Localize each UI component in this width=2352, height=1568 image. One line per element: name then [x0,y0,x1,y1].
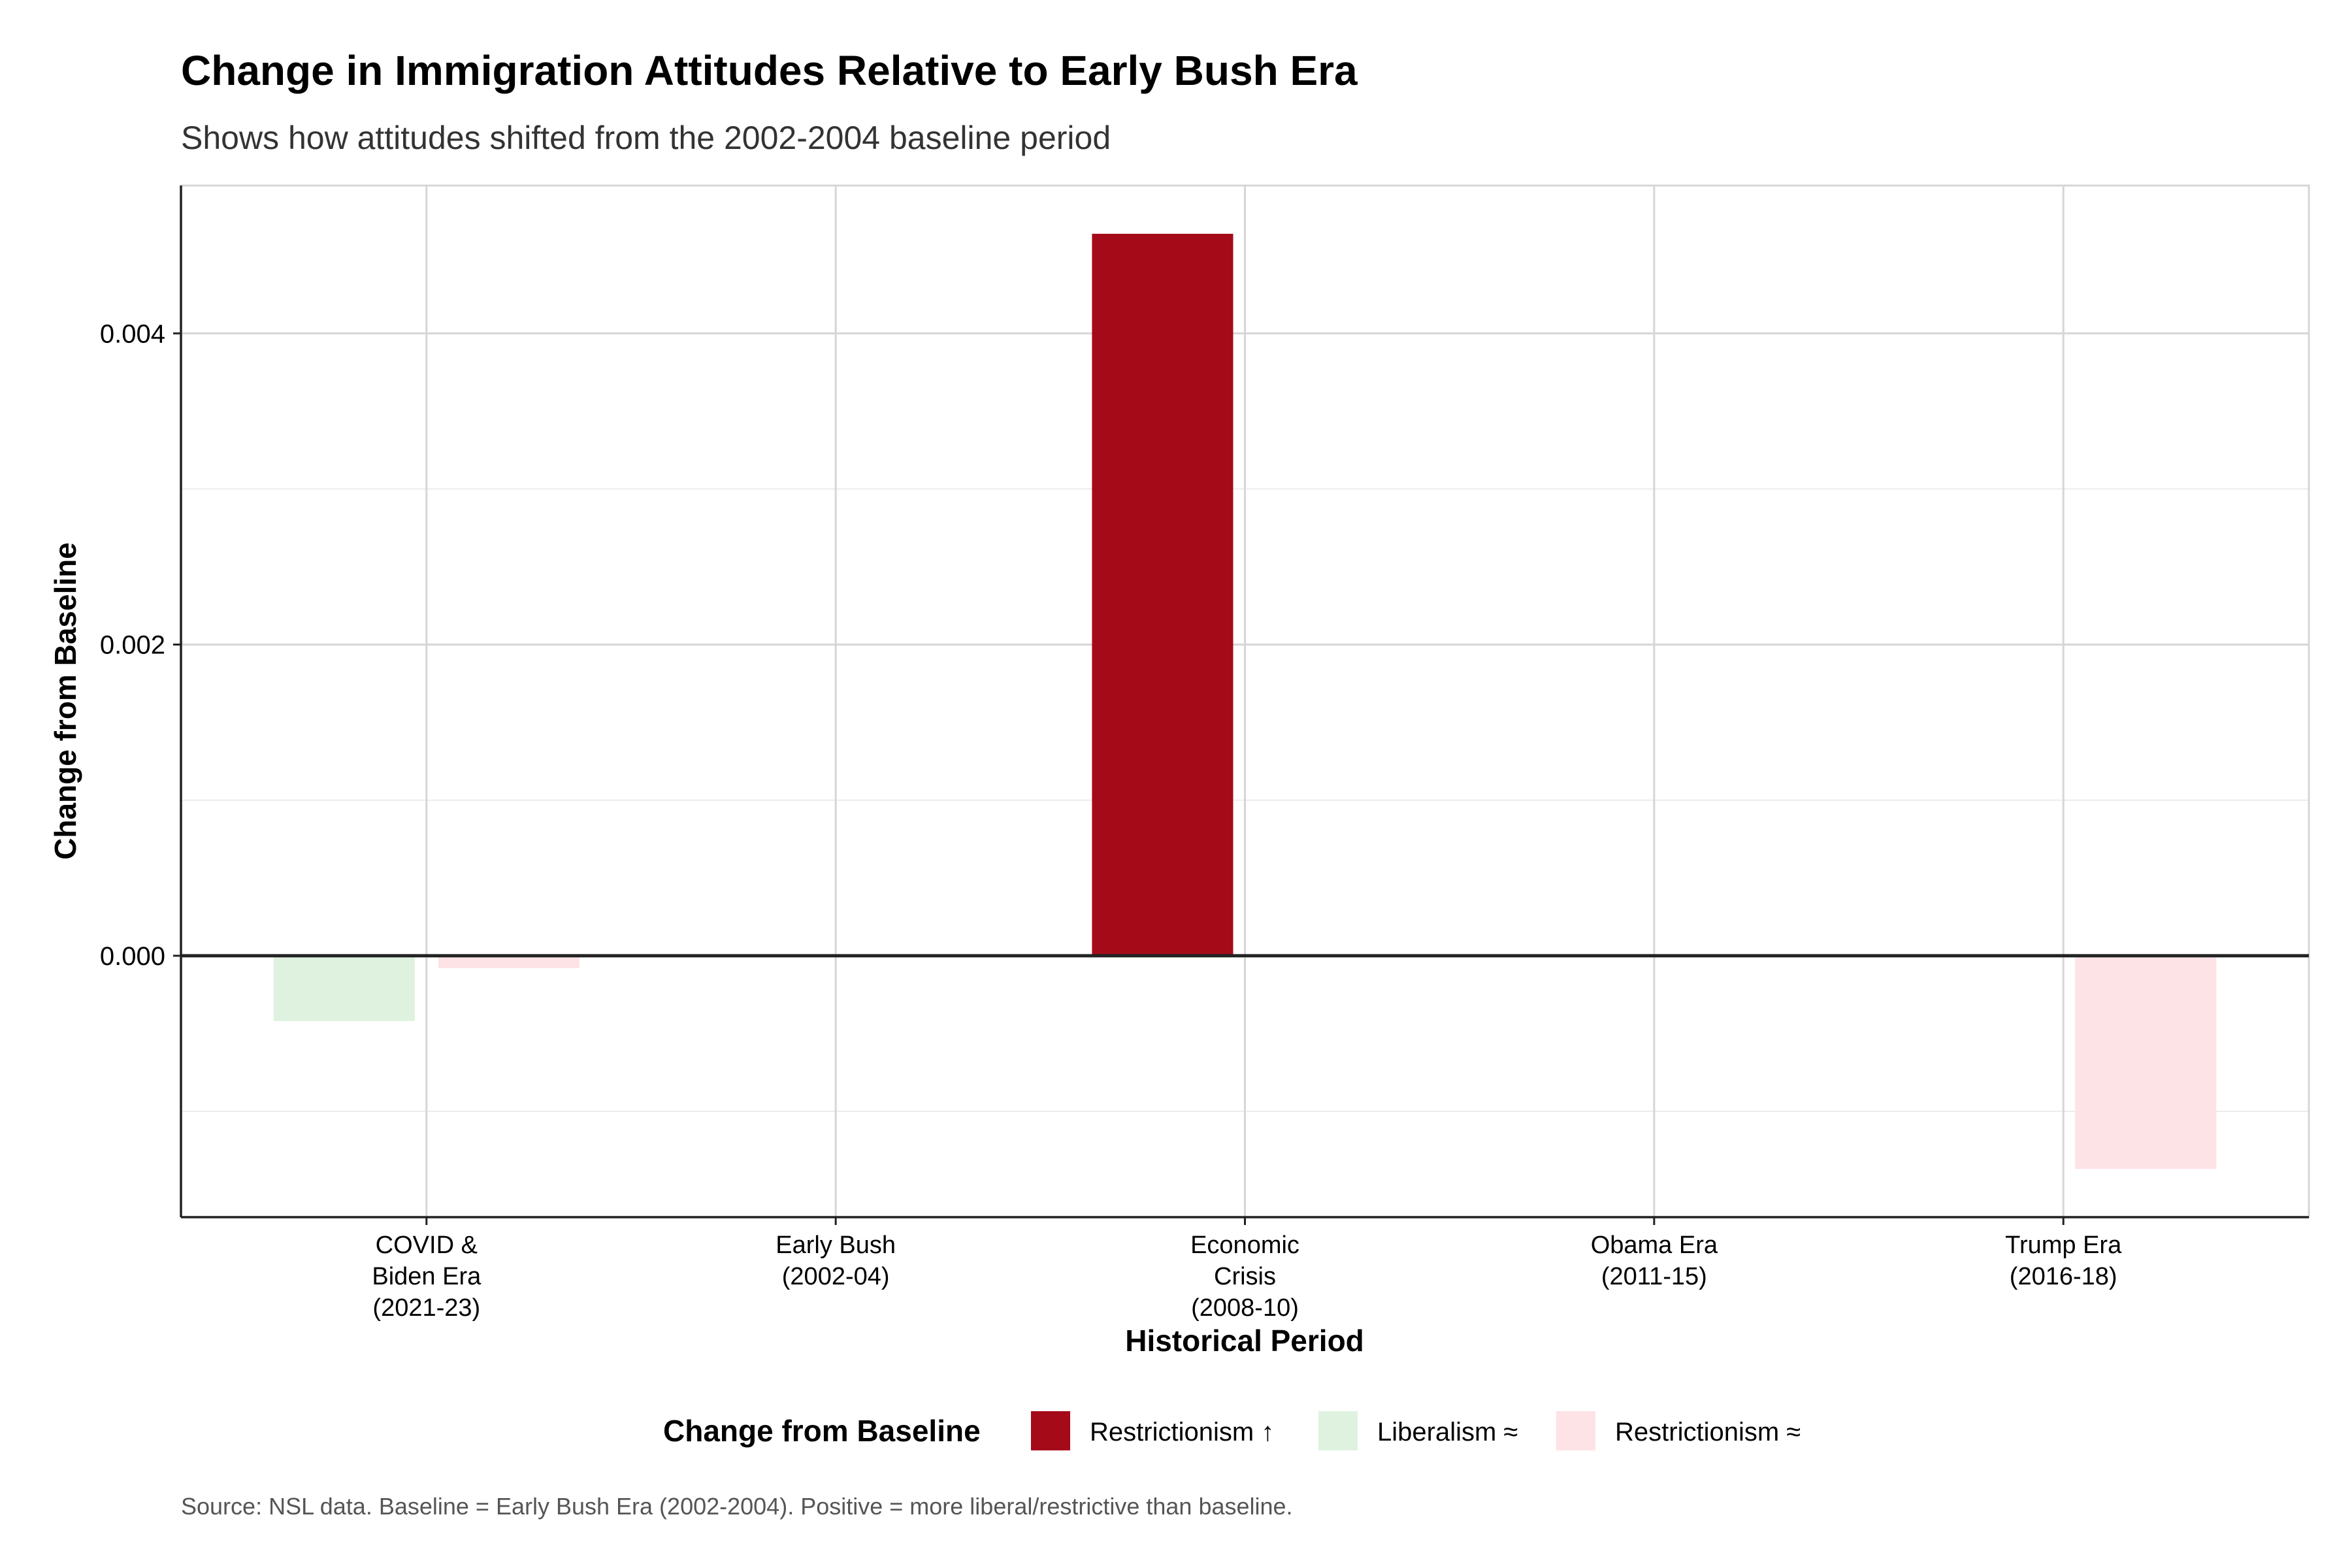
x-tick-label: Obama Era (2011-15) [1591,1232,1718,1290]
y-tick-label: 0.000 [100,942,165,971]
legend: Change from Baseline Restrictionism ↑ Libe… [663,1411,1801,1450]
legend-swatch [1556,1411,1595,1450]
x-axis-title: Historical Period [1125,1324,1364,1358]
legend-label: Restrictionism ↑ [1090,1418,1274,1446]
y-tick-labels: 0.000 0.002 0.004 [100,319,165,971]
legend-title: Change from Baseline [663,1414,981,1448]
legend-label: Restrictionism ≈ [1615,1418,1801,1446]
x-tick-label: Economic Crisis (2008-10) [1190,1232,1299,1322]
y-axis-title: Change from Baseline [48,542,82,860]
bar [1092,233,1233,956]
grid-lines [180,184,2310,1218]
bar [273,955,415,1021]
x-tick-label: COVID & Biden Era (2021-23) [372,1232,482,1322]
chart-title: Change in Immigration Attitudes Relative… [181,47,1358,94]
chart-caption: Source: NSL data. Baseline = Early Bush … [181,1493,1293,1520]
bars [273,233,2217,1169]
y-tick-label: 0.002 [100,631,165,660]
bar [2075,955,2217,1169]
legend-label: Liberalism ≈ [1377,1418,1518,1446]
chart-subtitle: Shows how attitudes shifted from the 200… [181,120,1111,156]
x-tick-labels: COVID & Biden Era (2021-23) Early Bush (2002… [372,1232,2122,1322]
legend-swatch [1031,1411,1070,1450]
x-tick-label: Trump Era (2016-18) [2005,1232,2122,1290]
x-tick-label: Early Bush (2002-04) [776,1232,896,1290]
axes [173,186,2309,1225]
bar [438,955,580,968]
legend-swatch [1318,1411,1358,1450]
y-tick-label: 0.004 [100,319,165,348]
